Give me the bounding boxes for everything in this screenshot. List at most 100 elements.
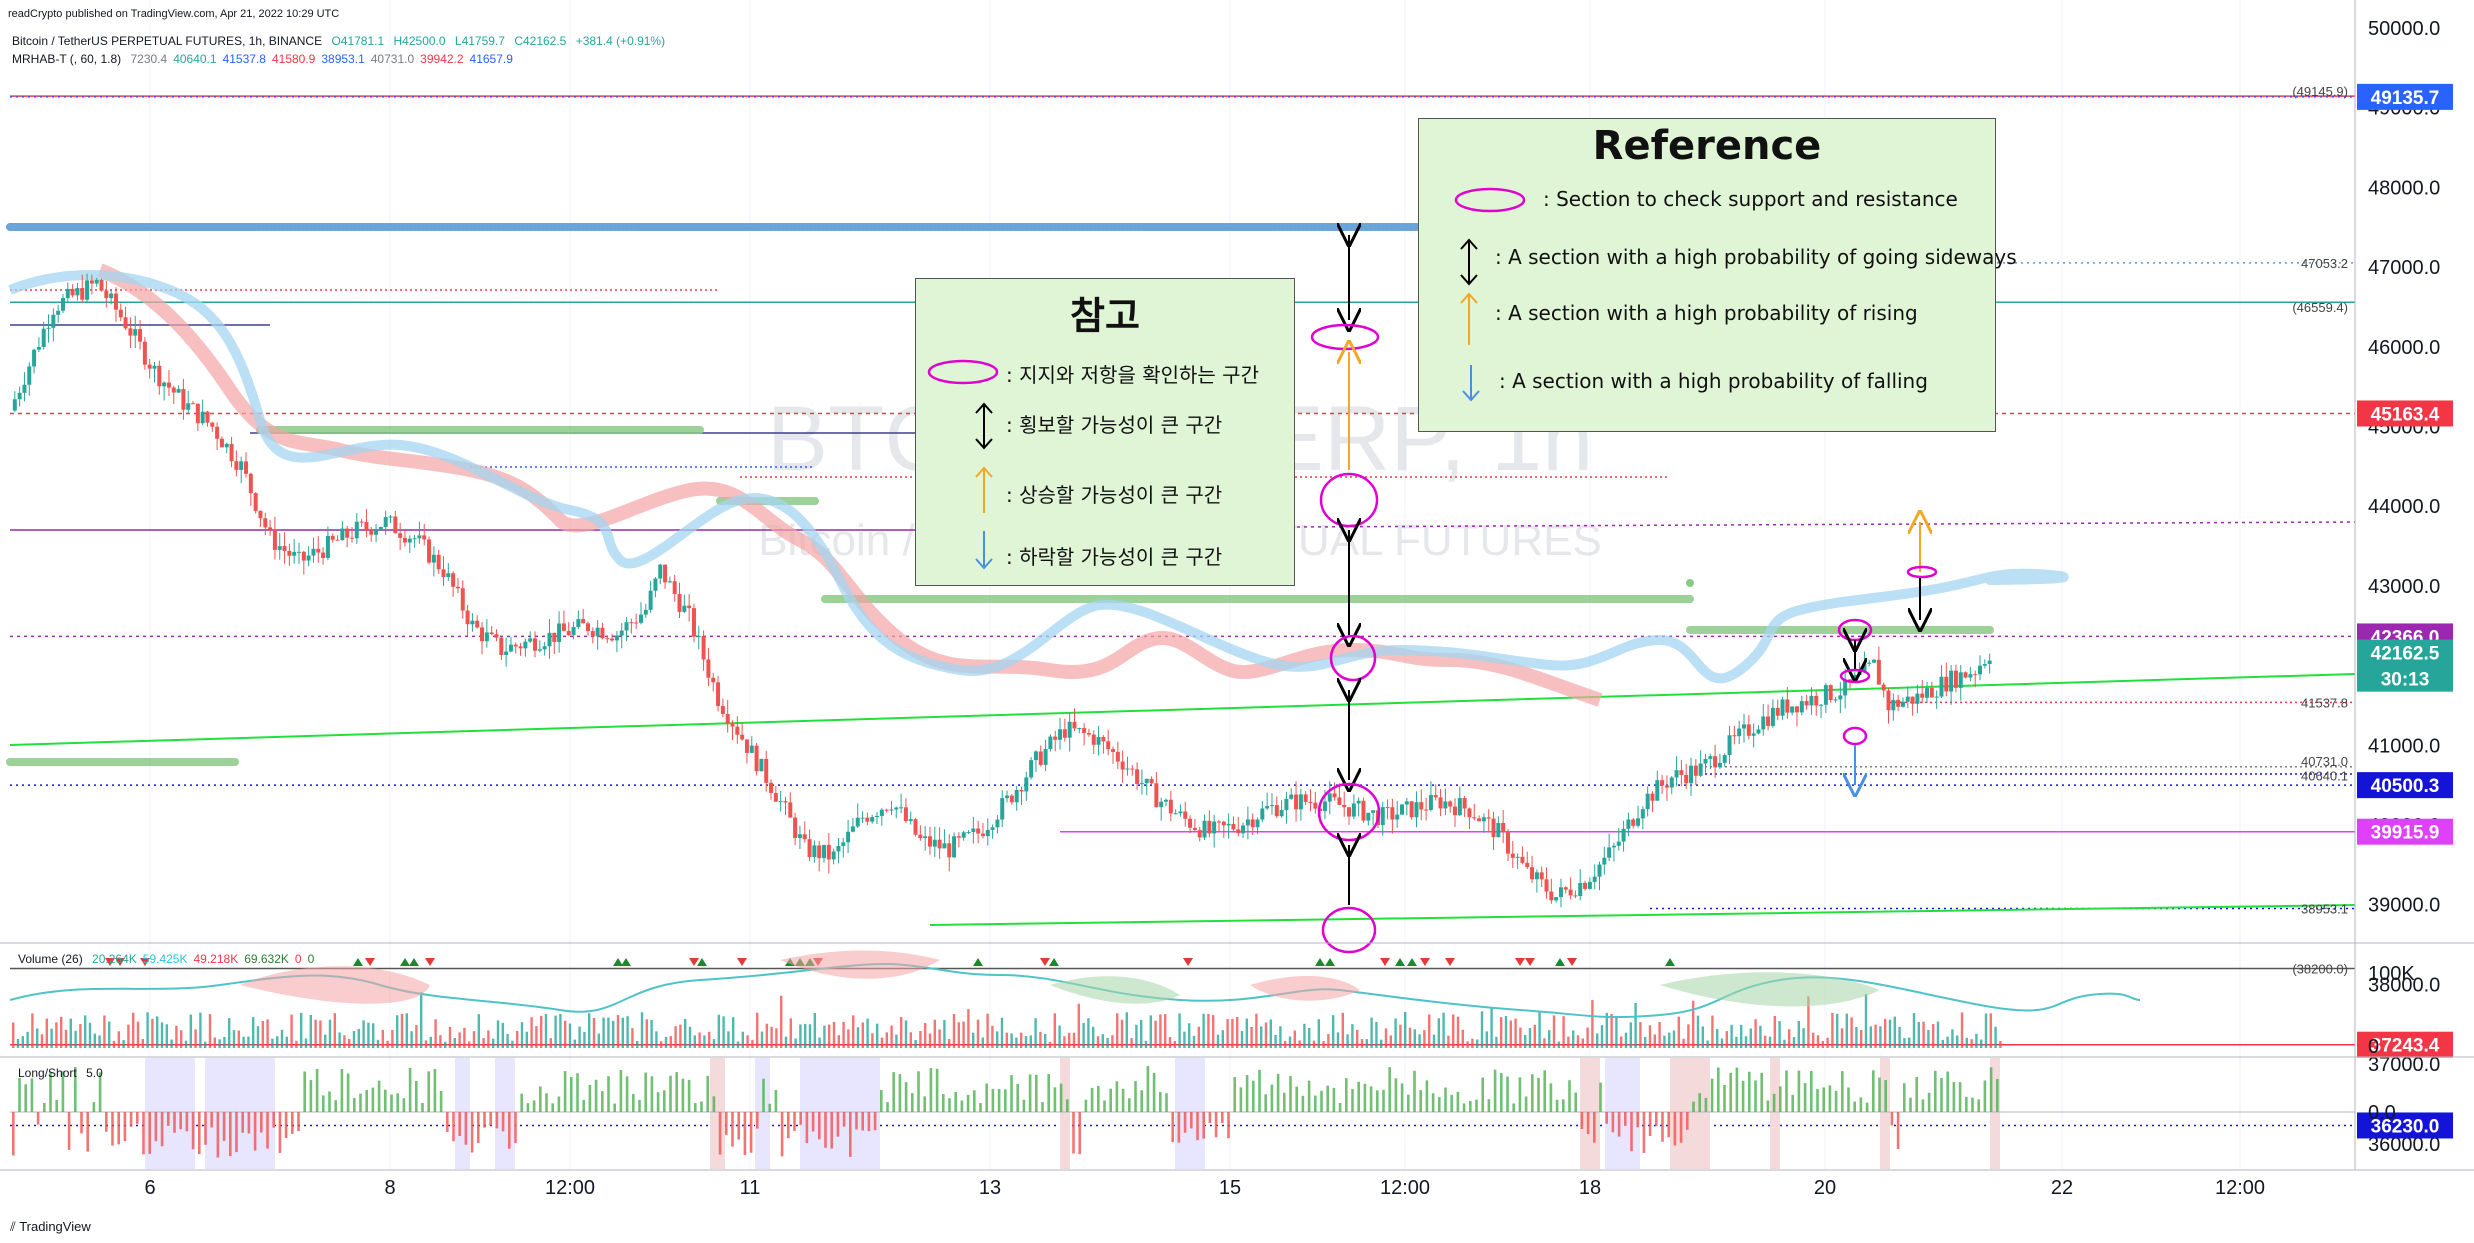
volume-bar xyxy=(1159,1014,1162,1048)
candle-body xyxy=(1428,795,1433,811)
volume-bar xyxy=(1749,1028,1752,1048)
volume-bar xyxy=(108,1021,111,1048)
candle-body xyxy=(253,493,258,511)
symbol-title[interactable]: Bitcoin / TetherUS PERPETUAL FUTURES, 1h… xyxy=(12,34,323,48)
volume-bar xyxy=(583,1031,586,1048)
candle-body xyxy=(171,387,176,393)
sell-signal-marker xyxy=(1183,958,1193,966)
candle-body xyxy=(1279,810,1284,817)
candle-body xyxy=(513,644,518,647)
volume-bar xyxy=(1591,1000,1594,1048)
candle-body xyxy=(773,793,778,802)
candle-body xyxy=(1722,755,1727,763)
candle-body xyxy=(1457,797,1462,816)
candle-body xyxy=(277,546,282,550)
volume-bar xyxy=(655,1031,658,1048)
volume-bar xyxy=(12,1022,15,1048)
candle-body xyxy=(374,529,379,535)
longshort-bar xyxy=(551,1103,554,1112)
longshort-bar xyxy=(849,1112,852,1157)
longshort-bar xyxy=(297,1112,300,1131)
price-tag: 49135.7 xyxy=(2357,83,2453,110)
volume-bar xyxy=(904,1020,908,1048)
volume-bar xyxy=(1096,1036,1100,1048)
buy-signal-marker xyxy=(1395,958,1405,966)
volume-bar xyxy=(1644,1036,1647,1048)
longshort-bar xyxy=(1754,1080,1757,1112)
candle-body xyxy=(80,288,85,300)
longshort-title[interactable]: Long/Short xyxy=(18,1066,77,1080)
longshort-bar xyxy=(30,1078,34,1112)
candle-body xyxy=(1563,887,1568,890)
candle-body xyxy=(1597,864,1602,877)
candle-body xyxy=(846,831,851,843)
candle-body xyxy=(89,280,94,284)
candle-body xyxy=(976,828,981,834)
candle-body xyxy=(1322,801,1327,812)
candle-body xyxy=(841,842,846,847)
volume-bar xyxy=(468,1041,471,1048)
candle-body xyxy=(769,782,774,794)
price-tag: 39915.9 xyxy=(2357,818,2453,845)
longshort-bar xyxy=(1307,1080,1311,1112)
price-tag-countdown: 30:13 xyxy=(2381,670,2430,691)
korean-reference-box[interactable]: 참고 : 지지와 저항을 확인하는 구간 : 횡보할 가능성이 큰 구간 : 상… xyxy=(915,278,1295,586)
longshort-bar xyxy=(1369,1086,1373,1112)
candle-body xyxy=(1438,797,1443,809)
volume-bar xyxy=(1308,1028,1311,1048)
volume-bar xyxy=(837,1035,840,1048)
volume-bar xyxy=(1312,1040,1316,1048)
candle-body xyxy=(335,539,340,541)
volume-title[interactable]: Volume (26) xyxy=(18,952,83,966)
price-tick-label: 47000.0 xyxy=(2368,257,2440,279)
up-arrow-icon xyxy=(975,466,993,513)
candle-body xyxy=(412,538,417,540)
volume-bar xyxy=(463,1027,466,1048)
candle-body xyxy=(1245,819,1250,826)
volume-bar xyxy=(1634,1003,1637,1048)
indicator-title[interactable]: MRHAB-T (, 60, 1.8) xyxy=(12,52,122,66)
buy-signal-marker xyxy=(621,958,631,966)
time-tick-label: 12:00 xyxy=(545,1177,595,1199)
candle-body xyxy=(465,610,470,625)
indicator-value: 7230.4 xyxy=(130,52,168,66)
candle-body xyxy=(455,586,460,589)
candle-body xyxy=(1953,670,1958,688)
longshort-bars xyxy=(12,1066,1999,1158)
volume-bar xyxy=(1072,1032,1076,1048)
candle-body xyxy=(807,839,812,857)
candle-body xyxy=(480,627,485,642)
candle-body xyxy=(600,627,605,639)
candle-body xyxy=(1433,795,1438,798)
candle-body xyxy=(484,632,489,642)
longshort-bar xyxy=(1283,1092,1286,1112)
longshort-bar xyxy=(1872,1070,1875,1112)
candle-body xyxy=(571,627,576,636)
candle-body xyxy=(287,550,292,556)
longshort-bar xyxy=(1264,1094,1267,1112)
volume-bar xyxy=(708,1031,711,1048)
volume-bar xyxy=(732,1017,735,1048)
volume-bar xyxy=(127,1024,130,1048)
candle-body xyxy=(1371,810,1376,813)
candle-body xyxy=(586,623,590,632)
longshort-bar xyxy=(780,1112,784,1157)
longshort-bar xyxy=(1803,1082,1807,1112)
reference-box[interactable]: Reference : Section to check support and… xyxy=(1418,118,2017,432)
volume-bar xyxy=(1432,1034,1436,1048)
volume-bar xyxy=(588,1013,591,1048)
time-tick-label: 15 xyxy=(1219,1177,1241,1199)
volume-bar xyxy=(1048,1041,1052,1048)
candle-body xyxy=(542,646,547,650)
longshort-bar xyxy=(576,1073,579,1112)
volume-bar xyxy=(458,1032,461,1048)
footer-brand[interactable]: ⫽ TradingView xyxy=(10,1219,91,1235)
longshort-bar xyxy=(371,1087,375,1112)
price-tick-label: 41000.0 xyxy=(2368,735,2440,757)
volume-bar xyxy=(175,1025,178,1048)
candle-body xyxy=(1448,801,1453,807)
longshort-bar xyxy=(793,1112,796,1131)
candle-body xyxy=(1780,699,1785,716)
volume-bar xyxy=(280,1029,284,1048)
